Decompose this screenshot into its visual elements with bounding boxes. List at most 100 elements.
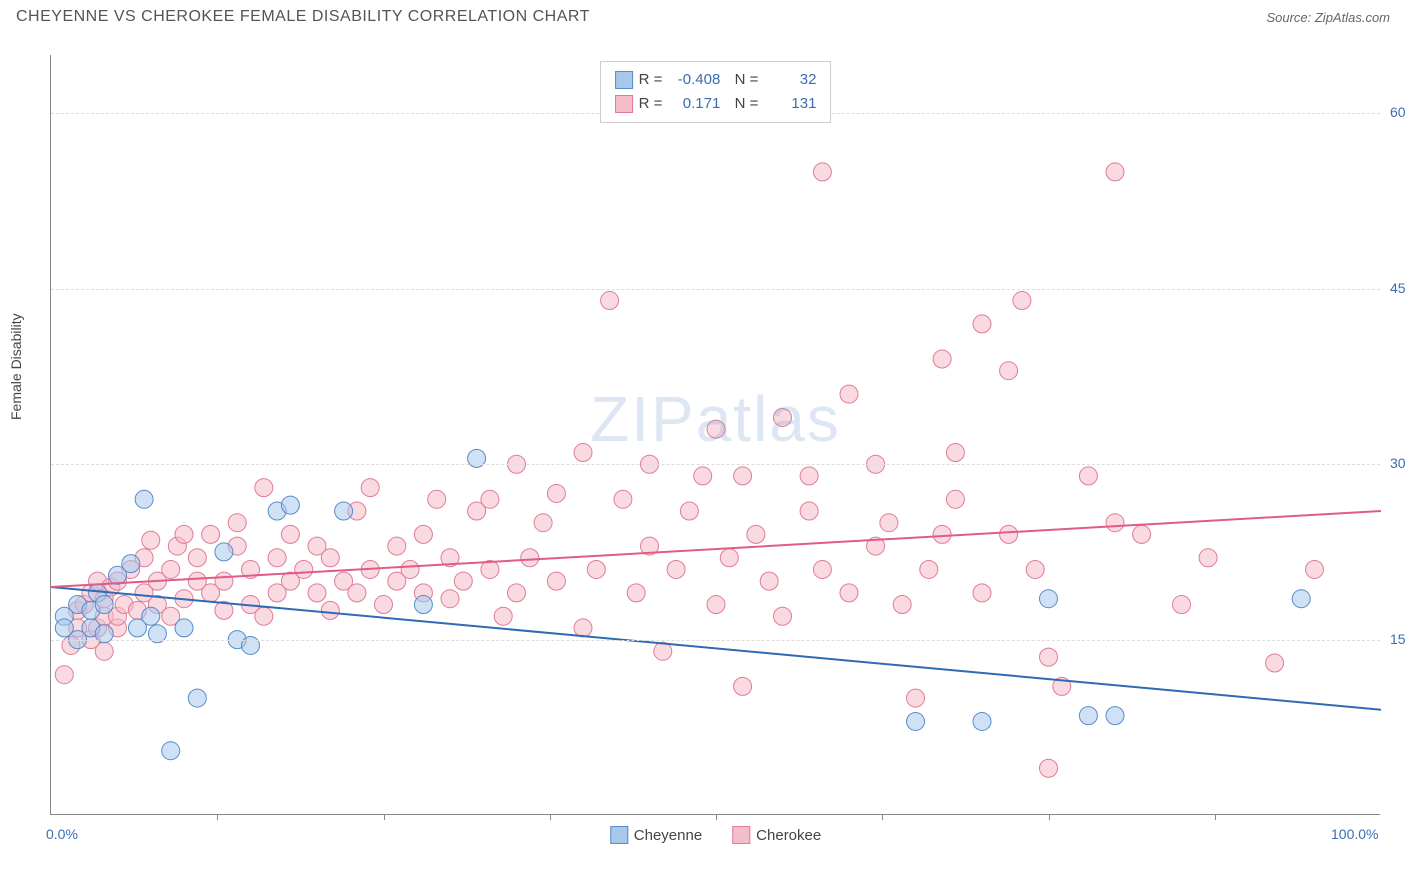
data-point — [747, 525, 765, 543]
swatch-cherokee — [732, 826, 750, 844]
data-point — [508, 584, 526, 602]
data-point — [707, 420, 725, 438]
data-point — [734, 677, 752, 695]
legend-n-value: 32 — [764, 68, 816, 92]
data-point — [1040, 759, 1058, 777]
data-point — [707, 596, 725, 614]
data-point — [800, 467, 818, 485]
data-point — [215, 572, 233, 590]
data-point — [142, 531, 160, 549]
data-point — [255, 607, 273, 625]
data-point — [308, 584, 326, 602]
correlation-legend: R = -0.408 N = 32 R = 0.171 N = 131 — [600, 61, 832, 123]
gridline — [51, 464, 1380, 465]
data-point — [1292, 590, 1310, 608]
data-point — [1000, 525, 1018, 543]
x-tick-label: 0.0% — [46, 826, 78, 842]
data-point — [414, 525, 432, 543]
data-point — [720, 549, 738, 567]
data-point — [601, 292, 619, 310]
data-point — [800, 502, 818, 520]
data-point — [295, 560, 313, 578]
data-point — [388, 537, 406, 555]
data-point — [973, 712, 991, 730]
legend-item-cherokee: Cherokee — [732, 826, 821, 844]
data-point — [547, 484, 565, 502]
data-point — [973, 584, 991, 602]
data-point — [95, 596, 113, 614]
y-tick-label: 15.0% — [1390, 631, 1406, 647]
x-tick — [882, 814, 883, 820]
data-point — [627, 584, 645, 602]
y-axis-label: Female Disability — [8, 313, 24, 420]
data-point — [933, 350, 951, 368]
data-point — [162, 560, 180, 578]
x-tick — [1215, 814, 1216, 820]
data-point — [494, 607, 512, 625]
data-point — [281, 496, 299, 514]
data-point — [933, 525, 951, 543]
legend-row-cheyenne: R = -0.408 N = 32 — [615, 68, 817, 92]
data-point — [880, 514, 898, 532]
x-tick — [716, 814, 717, 820]
data-point — [361, 479, 379, 497]
data-point — [1266, 654, 1284, 672]
data-point — [135, 490, 153, 508]
data-point — [680, 502, 698, 520]
data-point — [281, 525, 299, 543]
data-point — [228, 514, 246, 532]
data-point — [1000, 362, 1018, 380]
data-point — [348, 584, 366, 602]
data-point — [321, 601, 339, 619]
legend-r-label: R = — [639, 92, 663, 116]
data-point — [1173, 596, 1191, 614]
data-point — [1133, 525, 1151, 543]
legend-n-label: N = — [726, 68, 758, 92]
data-point — [694, 467, 712, 485]
swatch-cherokee — [615, 95, 633, 113]
data-point — [920, 560, 938, 578]
data-point — [1079, 707, 1097, 725]
legend-n-label: N = — [726, 92, 758, 116]
x-tick-label: 100.0% — [1331, 826, 1378, 842]
legend-r-value: -0.408 — [668, 68, 720, 92]
data-point — [1040, 648, 1058, 666]
data-point — [122, 555, 140, 573]
data-point — [481, 490, 499, 508]
legend-n-value: 131 — [764, 92, 816, 116]
data-point — [774, 607, 792, 625]
gridline — [51, 640, 1380, 641]
data-point — [574, 619, 592, 637]
legend-item-cheyenne: Cheyenne — [610, 826, 702, 844]
data-point — [1199, 549, 1217, 567]
y-tick-label: 45.0% — [1390, 280, 1406, 296]
legend-label: Cheyenne — [634, 827, 702, 844]
data-point — [335, 502, 353, 520]
regression-line — [51, 511, 1381, 587]
y-tick-label: 30.0% — [1390, 455, 1406, 471]
data-point — [188, 689, 206, 707]
legend-r-value: 0.171 — [668, 92, 720, 116]
source-label: Source: ZipAtlas.com — [1266, 10, 1390, 25]
data-point — [760, 572, 778, 590]
data-point — [614, 490, 632, 508]
y-tick-label: 60.0% — [1390, 104, 1406, 120]
data-point — [142, 607, 160, 625]
data-point — [1040, 590, 1058, 608]
data-point — [521, 549, 539, 567]
data-point — [255, 479, 273, 497]
data-point — [534, 514, 552, 532]
data-point — [175, 525, 193, 543]
data-point — [973, 315, 991, 333]
swatch-cheyenne — [610, 826, 628, 844]
data-point — [1013, 292, 1031, 310]
data-point — [202, 525, 220, 543]
data-point — [574, 444, 592, 462]
data-point — [840, 385, 858, 403]
data-point — [321, 549, 339, 567]
data-point — [840, 584, 858, 602]
data-point — [162, 742, 180, 760]
data-point — [428, 490, 446, 508]
data-point — [907, 689, 925, 707]
data-point — [1026, 560, 1044, 578]
